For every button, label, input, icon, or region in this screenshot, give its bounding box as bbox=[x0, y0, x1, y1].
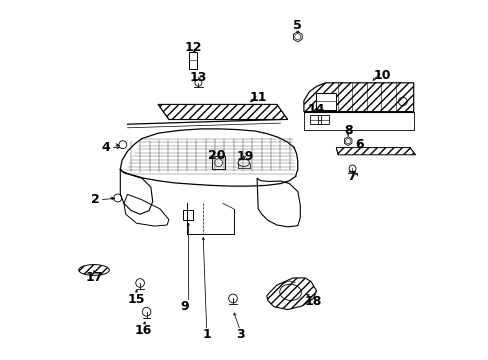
Text: 6: 6 bbox=[355, 138, 363, 150]
Text: 19: 19 bbox=[236, 150, 253, 163]
Text: 16: 16 bbox=[134, 324, 151, 337]
Text: 4: 4 bbox=[102, 141, 110, 154]
Text: 20: 20 bbox=[207, 149, 224, 162]
Text: 9: 9 bbox=[181, 300, 189, 313]
Bar bbox=[318, 115, 328, 124]
Text: 8: 8 bbox=[343, 124, 352, 137]
Text: 14: 14 bbox=[307, 103, 325, 116]
Text: 17: 17 bbox=[85, 271, 102, 284]
Bar bbox=[310, 115, 321, 124]
Bar bbox=[183, 210, 193, 220]
Text: 11: 11 bbox=[249, 91, 266, 104]
Text: 13: 13 bbox=[189, 71, 207, 84]
Text: 12: 12 bbox=[184, 41, 202, 54]
Text: 10: 10 bbox=[372, 69, 390, 82]
Text: 15: 15 bbox=[127, 293, 145, 306]
Text: 1: 1 bbox=[202, 328, 211, 341]
Bar bbox=[212, 156, 224, 169]
Bar bbox=[316, 93, 336, 110]
Bar bbox=[188, 52, 196, 69]
Text: 3: 3 bbox=[235, 328, 244, 341]
Text: 18: 18 bbox=[305, 295, 322, 308]
Text: 5: 5 bbox=[293, 19, 302, 32]
Text: 2: 2 bbox=[91, 193, 99, 206]
Text: 7: 7 bbox=[346, 170, 355, 183]
